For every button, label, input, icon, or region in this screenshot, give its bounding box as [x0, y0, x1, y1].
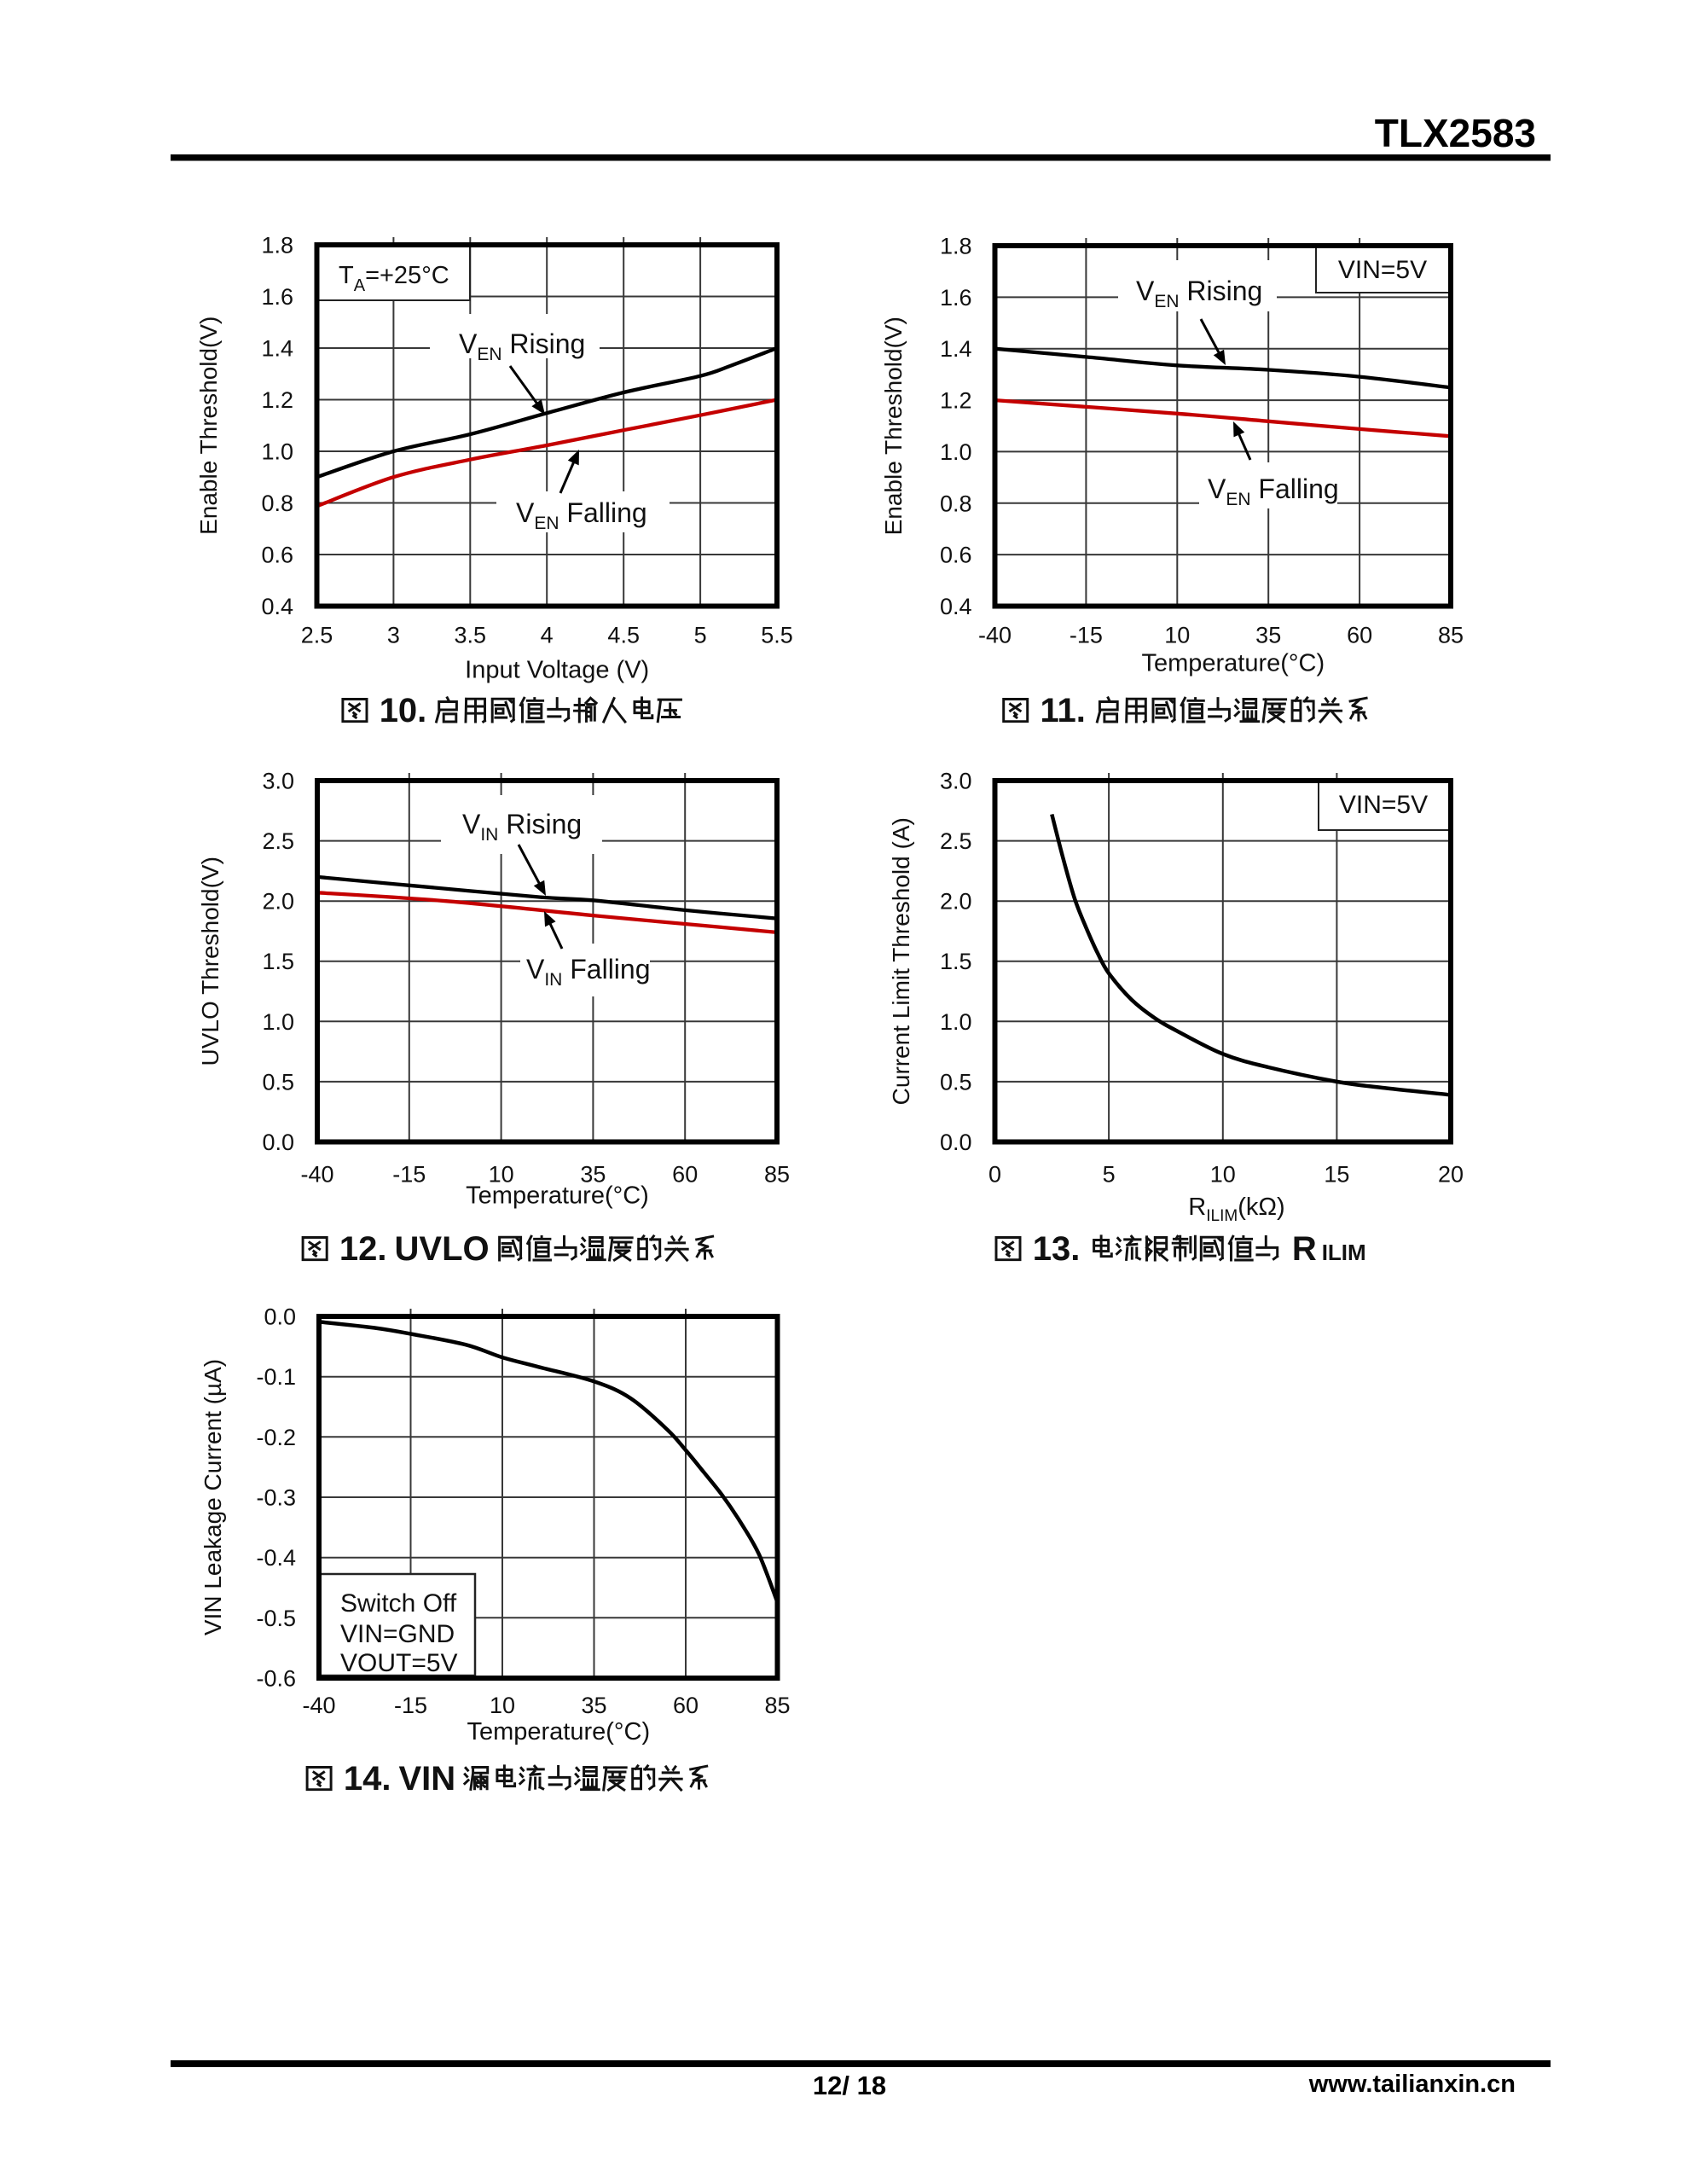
svg-text:3: 3: [387, 623, 400, 648]
svg-text:1.8: 1.8: [940, 234, 972, 259]
svg-text:www.tailianxin.cn: www.tailianxin.cn: [1308, 2071, 1516, 2098]
svg-text:4: 4: [541, 623, 554, 648]
svg-text:35: 35: [581, 1693, 606, 1718]
svg-text:VEN Rising: VEN Rising: [459, 328, 585, 364]
svg-text:VIN Leakage Current (µA): VIN Leakage Current (µA): [200, 1359, 226, 1635]
svg-text:10: 10: [489, 1162, 514, 1188]
svg-text:Switch Off: Switch Off: [340, 1589, 457, 1618]
svg-text:-0.3: -0.3: [256, 1485, 296, 1511]
svg-text:0.5: 0.5: [262, 1069, 294, 1095]
svg-text:2.0: 2.0: [262, 889, 294, 915]
svg-text:1.0: 1.0: [940, 1009, 972, 1035]
svg-text:TLX2583: TLX2583: [1375, 111, 1536, 155]
svg-text:ILIM: ILIM: [1322, 1240, 1366, 1265]
svg-text:Enable Threshold(V): Enable Threshold(V): [195, 317, 222, 535]
svg-text:Current Limit Threshold (A): Current Limit Threshold (A): [888, 817, 914, 1105]
svg-text:-0.1: -0.1: [256, 1364, 296, 1390]
svg-text:5: 5: [694, 623, 707, 648]
svg-text:10.: 10.: [380, 692, 427, 729]
svg-text:-40: -40: [302, 1693, 335, 1718]
svg-text:1.2: 1.2: [261, 387, 293, 413]
svg-text:35: 35: [580, 1162, 606, 1188]
svg-text:12/ 18: 12/ 18: [813, 2071, 886, 2100]
svg-text:0.4: 0.4: [261, 594, 293, 619]
svg-text:0.0: 0.0: [940, 1130, 972, 1155]
svg-text:3.5: 3.5: [455, 623, 487, 648]
svg-text:1.2: 1.2: [940, 388, 972, 414]
svg-text:-40: -40: [978, 623, 1012, 648]
svg-text:1.0: 1.0: [262, 1009, 294, 1035]
svg-text:15: 15: [1324, 1162, 1349, 1188]
svg-text:0.5: 0.5: [940, 1069, 972, 1095]
svg-text:-0.4: -0.4: [256, 1545, 296, 1571]
svg-text:60: 60: [672, 1162, 698, 1188]
svg-text:-0.5: -0.5: [256, 1606, 296, 1631]
svg-text:-15: -15: [394, 1693, 427, 1718]
svg-text:10: 10: [1164, 623, 1190, 648]
svg-text:1.8: 1.8: [261, 233, 293, 258]
svg-text:60: 60: [673, 1693, 699, 1718]
svg-text:85: 85: [1438, 623, 1464, 648]
svg-text:RILIM(kΩ): RILIM(kΩ): [1188, 1194, 1284, 1225]
svg-text:0.0: 0.0: [264, 1304, 296, 1330]
svg-text:85: 85: [764, 1162, 790, 1188]
svg-text:10: 10: [490, 1693, 515, 1718]
svg-text:R: R: [1292, 1230, 1317, 1268]
svg-text:14.: 14.: [344, 1760, 391, 1798]
svg-text:3.0: 3.0: [940, 769, 972, 794]
svg-text:-15: -15: [392, 1162, 426, 1188]
svg-text:1.4: 1.4: [261, 336, 293, 362]
svg-text:2.0: 2.0: [940, 889, 972, 915]
svg-text:1.5: 1.5: [940, 949, 972, 974]
svg-text:Enable Threshold(V): Enable Threshold(V): [880, 317, 907, 535]
svg-text:0.0: 0.0: [262, 1130, 294, 1155]
svg-text:UVLO: UVLO: [395, 1230, 490, 1268]
svg-text:VEN Falling: VEN Falling: [1208, 473, 1339, 509]
svg-text:2.5: 2.5: [940, 828, 972, 854]
svg-text:VIN=5V: VIN=5V: [1339, 791, 1428, 819]
svg-text:0.8: 0.8: [261, 491, 293, 516]
svg-text:13.: 13.: [1033, 1230, 1081, 1268]
svg-text:0.4: 0.4: [940, 594, 972, 619]
svg-text:3.0: 3.0: [262, 769, 294, 794]
svg-text:1.4: 1.4: [940, 336, 972, 362]
svg-text:20: 20: [1438, 1162, 1464, 1188]
svg-text:0: 0: [988, 1162, 1001, 1188]
svg-text:5: 5: [1103, 1162, 1116, 1188]
svg-text:5.5: 5.5: [761, 623, 793, 648]
svg-text:1.0: 1.0: [261, 439, 293, 465]
svg-text:Input Voltage (V): Input Voltage (V): [465, 657, 649, 684]
svg-text:1.6: 1.6: [940, 285, 972, 311]
svg-text:VIN=5V: VIN=5V: [1338, 256, 1427, 284]
svg-text:2.5: 2.5: [301, 623, 333, 648]
svg-text:Temperature(°C): Temperature(°C): [466, 1182, 649, 1210]
svg-text:-40: -40: [300, 1162, 333, 1188]
svg-text:VIN Rising: VIN Rising: [462, 809, 582, 845]
svg-text:0.6: 0.6: [940, 543, 972, 568]
svg-text:11.: 11.: [1041, 692, 1086, 729]
svg-text:-15: -15: [1070, 623, 1103, 648]
svg-text:12.: 12.: [339, 1230, 387, 1268]
svg-text:0.6: 0.6: [261, 543, 293, 568]
svg-text:2.5: 2.5: [262, 828, 294, 854]
svg-text:-0.6: -0.6: [256, 1666, 296, 1692]
svg-text:1.0: 1.0: [940, 439, 972, 465]
svg-text:4.5: 4.5: [607, 623, 640, 648]
svg-text:1.5: 1.5: [262, 949, 294, 974]
svg-text:VOUT=5V: VOUT=5V: [340, 1649, 458, 1677]
svg-text:-0.2: -0.2: [256, 1425, 296, 1450]
svg-text:85: 85: [764, 1693, 790, 1718]
svg-text:1.6: 1.6: [261, 284, 293, 310]
svg-text:0.8: 0.8: [940, 491, 972, 516]
svg-text:10: 10: [1210, 1162, 1236, 1188]
svg-text:Temperature(°C): Temperature(°C): [1141, 650, 1325, 677]
svg-text:UVLO Threshold(V): UVLO Threshold(V): [197, 857, 223, 1066]
svg-text:Temperature(°C): Temperature(°C): [467, 1718, 650, 1745]
svg-text:VIN=GND: VIN=GND: [340, 1620, 455, 1648]
svg-text:VIN: VIN: [399, 1760, 456, 1798]
svg-text:60: 60: [1347, 623, 1372, 648]
svg-text:35: 35: [1255, 623, 1281, 648]
